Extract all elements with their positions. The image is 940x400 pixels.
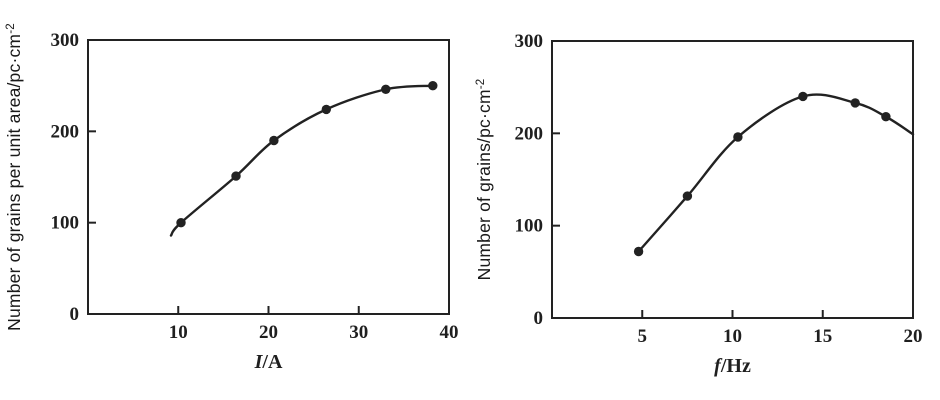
data-point	[381, 84, 391, 95]
x-tick-label: 20	[904, 326, 923, 347]
y-tick-label: 0	[534, 308, 544, 329]
y-tick-label: 300	[515, 31, 544, 52]
x-tick-label: 30	[349, 322, 368, 343]
x-tick-label: 20	[259, 322, 278, 343]
data-point	[231, 171, 241, 181]
y-tick-label: 100	[515, 216, 544, 237]
right-chart-svg: 0 100 200 300 5 10 15 20 Number of grains/pc·cm-…	[474, 31, 923, 377]
chart-grains-vs-frequency: 0 100 200 300 5 10 15 20 Number of grains/pc·cm-…	[470, 0, 940, 400]
data-point	[269, 135, 279, 146]
data-point	[176, 218, 186, 228]
x-axis-label: f/Hz	[714, 355, 751, 377]
left-chart-svg: 0 100 200 300 10 20 30 40 Number of grains per u…	[4, 23, 459, 373]
data-point	[633, 246, 644, 257]
plot-border	[87, 39, 450, 315]
data-curve	[637, 93, 915, 253]
x-axis-label: I/A	[254, 351, 283, 373]
data-curve	[169, 84, 434, 237]
y-tick-label: 200	[515, 123, 544, 144]
data-point	[321, 104, 331, 115]
x-tick-label: 10	[723, 326, 742, 347]
x-tick-label: 15	[813, 326, 832, 347]
y-tick-label: 300	[51, 30, 80, 51]
y-tick-label: 100	[51, 213, 80, 234]
y-axis-label: Number of grains per unit area/pc·cm-2	[4, 23, 24, 331]
x-tick-label: 10	[169, 322, 188, 343]
x-tick-label: 40	[440, 322, 459, 343]
data-point	[682, 191, 693, 201]
data-point	[428, 81, 438, 91]
chart-grains-vs-current: 0 100 200 300 10 20 30 40 Number of grains per u…	[4, 23, 459, 373]
data-point	[798, 91, 808, 102]
data-point	[850, 98, 860, 108]
x-tick-label: 5	[638, 326, 648, 347]
data-point	[881, 112, 891, 122]
y-tick-label: 0	[70, 304, 80, 325]
plot-border	[551, 40, 914, 319]
y-tick-label: 200	[51, 121, 80, 142]
y-axis-label: Number of grains/pc·cm-2	[474, 79, 494, 281]
data-point	[733, 132, 743, 142]
